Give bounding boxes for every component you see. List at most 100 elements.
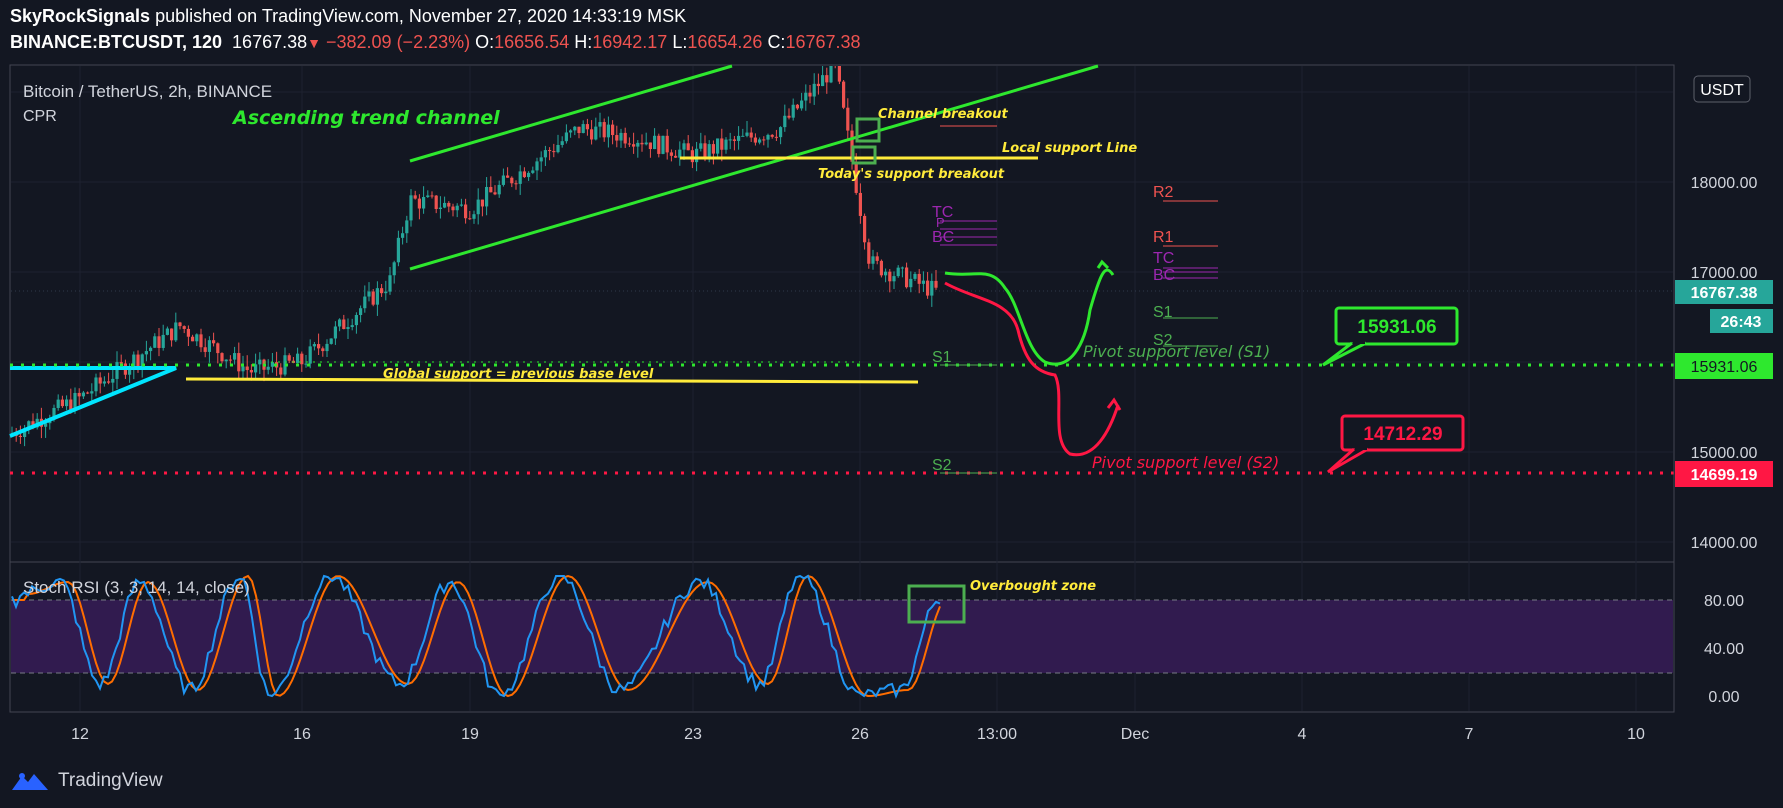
candle-body bbox=[926, 280, 930, 296]
cpr-tc-label: TC bbox=[932, 204, 953, 221]
channel-lower-line[interactable] bbox=[409, 64, 1099, 271]
time-tick-label: 23 bbox=[684, 726, 702, 743]
publisher-name[interactable]: SkyRockSignals bbox=[10, 6, 151, 26]
candle-body bbox=[909, 278, 913, 288]
s2-callout-text: 14712.29 bbox=[1363, 424, 1442, 445]
candle-body bbox=[745, 132, 749, 136]
channel-upper-line[interactable] bbox=[409, 64, 733, 163]
close-label: C: bbox=[767, 32, 786, 52]
currency-badge[interactable] bbox=[1693, 75, 1751, 103]
candle-body bbox=[501, 175, 505, 185]
stoch-tick-label: 40.00 bbox=[1704, 641, 1744, 658]
candle-body bbox=[711, 144, 715, 154]
candle-body bbox=[157, 336, 161, 348]
pivot-s1-label: Pivot support level (S1) bbox=[1083, 342, 1270, 361]
candle-body bbox=[136, 354, 140, 367]
candle-body bbox=[854, 161, 858, 193]
candle-body bbox=[737, 135, 741, 141]
candle-body bbox=[686, 143, 690, 151]
candle-body bbox=[287, 355, 291, 361]
overbought-box[interactable] bbox=[907, 584, 966, 624]
candle-body bbox=[632, 144, 636, 147]
candle-body bbox=[203, 347, 207, 352]
candle-body bbox=[447, 202, 451, 207]
candle-body bbox=[552, 151, 556, 153]
candle-body bbox=[102, 381, 106, 384]
candle-body bbox=[821, 75, 825, 87]
candle-body bbox=[249, 370, 253, 373]
candle-body bbox=[543, 150, 547, 158]
candle-body bbox=[443, 202, 447, 208]
candle-body bbox=[111, 378, 115, 383]
time-axis[interactable]: 12 16 19 23 26 13:00 Dec 4 7 10 bbox=[71, 726, 1645, 743]
candle-body bbox=[816, 83, 820, 87]
candle-body bbox=[354, 314, 358, 326]
stoch-axis: 80.00 40.00 0.00 bbox=[1704, 593, 1744, 706]
candle-body bbox=[665, 135, 669, 153]
ascending-triangle[interactable] bbox=[9, 366, 177, 438]
symbol-info: BINANCE:BTCUSDT, 120 16767.38▼ −382.09 (… bbox=[10, 32, 861, 53]
candle-body bbox=[732, 139, 736, 141]
candle-body bbox=[119, 362, 123, 364]
candle-body bbox=[619, 132, 623, 141]
candle-body bbox=[875, 256, 879, 261]
global-support-line[interactable] bbox=[185, 377, 919, 384]
candle-body bbox=[195, 334, 199, 342]
candle-body bbox=[644, 142, 648, 145]
s1-callout-text: 15931.06 bbox=[1357, 317, 1436, 338]
candle-body bbox=[661, 135, 665, 154]
candle-body bbox=[308, 346, 312, 364]
candle-body bbox=[795, 104, 799, 109]
candle-body bbox=[165, 328, 169, 335]
tradingview-brand[interactable]: TradingView bbox=[10, 768, 163, 794]
s1-callout[interactable]: 15931.06 bbox=[1322, 306, 1459, 367]
candle-body bbox=[606, 124, 610, 138]
cpr-s2b-label: S2 bbox=[932, 457, 952, 474]
candle-body bbox=[871, 256, 875, 264]
cpr-tc2-label: TC bbox=[1153, 250, 1174, 267]
candle-body bbox=[228, 359, 232, 361]
candle-body bbox=[585, 124, 589, 130]
candle-body bbox=[31, 421, 35, 428]
candle-body bbox=[317, 344, 321, 349]
candle-body bbox=[325, 343, 329, 352]
s2-price-tag-text: 14699.19 bbox=[1691, 467, 1758, 484]
candle-body bbox=[77, 392, 81, 397]
tradingview-brand-text: TradingView bbox=[58, 770, 163, 791]
candle-body bbox=[728, 139, 732, 141]
candle-body bbox=[749, 132, 753, 138]
candle-body bbox=[640, 142, 644, 145]
s2-callout[interactable]: 14712.29 bbox=[1327, 414, 1465, 474]
support-breakout-box[interactable] bbox=[851, 145, 877, 165]
stoch-title: Stoch RSI (3, 3, 14, 14, close) bbox=[23, 578, 250, 597]
bearish-scenario-path[interactable] bbox=[944, 281, 1120, 457]
local-support-label: Local support Line bbox=[1002, 141, 1137, 156]
candle-body bbox=[762, 139, 766, 141]
candle-body bbox=[224, 359, 228, 362]
time-tick-label: 13:00 bbox=[977, 726, 1017, 743]
candle-body bbox=[493, 192, 497, 195]
bullish-scenario-path[interactable] bbox=[944, 268, 1115, 366]
candle-body bbox=[94, 377, 98, 392]
candle-body bbox=[497, 184, 501, 195]
price-axis[interactable]: 18000.00 17000.00 15000.00 14000.00 bbox=[1691, 175, 1758, 552]
trend-channel-label: Ascending trend channel bbox=[231, 107, 500, 129]
candle-body bbox=[695, 148, 699, 163]
candle-body bbox=[296, 353, 300, 363]
candle-body bbox=[346, 327, 350, 330]
candle-body bbox=[669, 152, 673, 156]
candle-body bbox=[653, 135, 657, 150]
candle-body bbox=[690, 150, 694, 163]
time-tick-label: 16 bbox=[293, 726, 311, 743]
stoch-k-line bbox=[11, 574, 941, 699]
candle-body bbox=[774, 136, 778, 138]
candle-body bbox=[892, 276, 896, 282]
channel-breakout-box[interactable] bbox=[855, 117, 881, 143]
close-value: 16767.38 bbox=[785, 32, 861, 52]
channel-breakout-label: Channel breakout bbox=[878, 107, 1009, 122]
candle-body bbox=[375, 288, 379, 305]
candle-body bbox=[115, 362, 119, 379]
candle-body bbox=[825, 75, 829, 83]
candle-body bbox=[199, 334, 203, 348]
